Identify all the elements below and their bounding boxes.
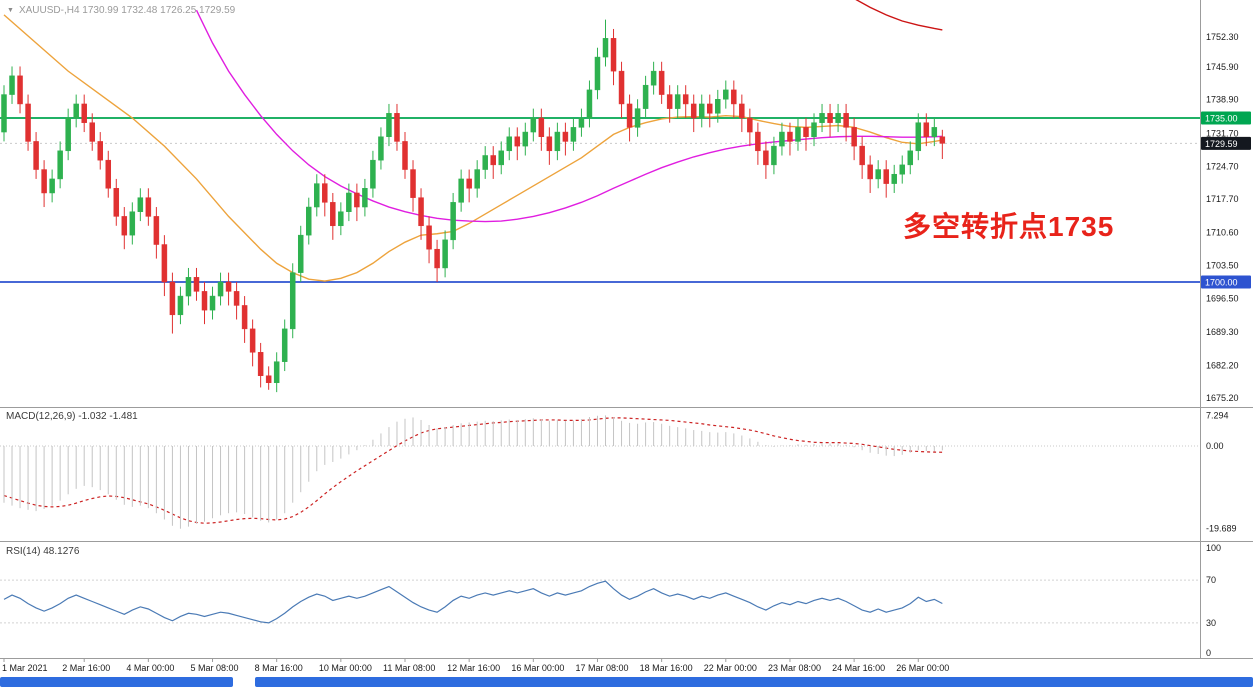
- svg-text:1689.30: 1689.30: [1206, 327, 1239, 337]
- price-tag: [1201, 111, 1251, 125]
- svg-text:70: 70: [1206, 575, 1216, 585]
- svg-text:1675.20: 1675.20: [1206, 393, 1239, 403]
- svg-text:17 Mar 08:00: 17 Mar 08:00: [575, 663, 628, 673]
- svg-text:1738.90: 1738.90: [1206, 95, 1239, 105]
- svg-text:1 Mar 2021: 1 Mar 2021: [2, 663, 48, 673]
- svg-text:1745.90: 1745.90: [1206, 62, 1239, 72]
- taskbar-segment-right[interactable]: [255, 677, 1253, 687]
- svg-text:0: 0: [1206, 648, 1211, 658]
- price-tag: [1201, 136, 1251, 150]
- svg-text:5 Mar 08:00: 5 Mar 08:00: [191, 663, 239, 673]
- symbol-info-line: ▼ XAUUSD-,H4 1730.99 1732.48 1726.25 172…: [7, 5, 235, 16]
- svg-text:11 Mar 08:00: 11 Mar 08:00: [383, 663, 435, 673]
- ma-fast-line: [3, 14, 943, 282]
- rsi-indicator-label: RSI(14) 48.1276: [6, 546, 80, 557]
- svg-text:1735.00: 1735.00: [1205, 114, 1238, 124]
- svg-text:26 Mar 00:00: 26 Mar 00:00: [896, 663, 949, 673]
- svg-text:1703.50: 1703.50: [1206, 261, 1239, 271]
- svg-text:1724.70: 1724.70: [1206, 161, 1239, 171]
- svg-text:1752.30: 1752.30: [1206, 32, 1239, 42]
- svg-text:100: 100: [1206, 543, 1221, 553]
- svg-text:23 Mar 08:00: 23 Mar 08:00: [768, 663, 821, 673]
- macd-histogram: [3, 415, 943, 529]
- svg-text:0.00: 0.00: [1206, 441, 1224, 451]
- rsi-line: [3, 580, 943, 624]
- taskbar-segment-left[interactable]: [0, 677, 233, 687]
- svg-text:4 Mar 00:00: 4 Mar 00:00: [126, 663, 174, 673]
- svg-text:30: 30: [1206, 618, 1216, 628]
- svg-text:10 Mar 00:00: 10 Mar 00:00: [319, 663, 372, 673]
- svg-text:1717.70: 1717.70: [1206, 194, 1239, 204]
- svg-text:1696.50: 1696.50: [1206, 293, 1239, 303]
- svg-text:7.294: 7.294: [1206, 410, 1229, 420]
- rsi-panel: [0, 579, 1200, 624]
- svg-text:22 Mar 00:00: 22 Mar 00:00: [704, 663, 757, 673]
- svg-text:-19.689: -19.689: [1206, 524, 1237, 534]
- svg-text:1729.59: 1729.59: [1205, 139, 1238, 149]
- svg-text:1731.70: 1731.70: [1206, 128, 1239, 138]
- svg-text:16 Mar 00:00: 16 Mar 00:00: [511, 663, 564, 673]
- ma-long-line: [855, 0, 943, 31]
- time-axis: 1 Mar 2021 2 Mar 16:00 4 Mar 00:00 5 Mar 08…: [2, 658, 949, 673]
- svg-text:1700.00: 1700.00: [1205, 278, 1238, 288]
- macd-indicator-label: MACD(12,26,9) -1.032 -1.481: [6, 411, 138, 422]
- macd-panel: [0, 417, 1200, 524]
- candlestick-series: [1, 19, 946, 393]
- svg-text:1710.60: 1710.60: [1206, 227, 1239, 237]
- svg-text:24 Mar 16:00: 24 Mar 16:00: [832, 663, 885, 673]
- collapse-arrow-icon[interactable]: ▼: [7, 7, 14, 14]
- svg-text:2 Mar 16:00: 2 Mar 16:00: [62, 663, 110, 673]
- macd-signal-line: [3, 417, 943, 524]
- price-axis: 1752.30 1745.90 1738.90 1731.70 1724.70 1717.…: [1201, 32, 1251, 658]
- svg-text:18 Mar 16:00: 18 Mar 16:00: [640, 663, 693, 673]
- chart-annotation-text: 多空转折点1735: [903, 211, 1115, 242]
- panel-frame: [0, 0, 1253, 659]
- svg-text:8 Mar 16:00: 8 Mar 16:00: [255, 663, 303, 673]
- ma-slow-line: [195, 9, 943, 223]
- price-tag: [1201, 275, 1251, 289]
- symbol-info-text: XAUUSD-,H4 1730.99 1732.48 1726.25 1729.…: [18, 5, 236, 16]
- svg-text:1682.20: 1682.20: [1206, 360, 1239, 370]
- svg-text:12 Mar 16:00: 12 Mar 16:00: [447, 663, 500, 673]
